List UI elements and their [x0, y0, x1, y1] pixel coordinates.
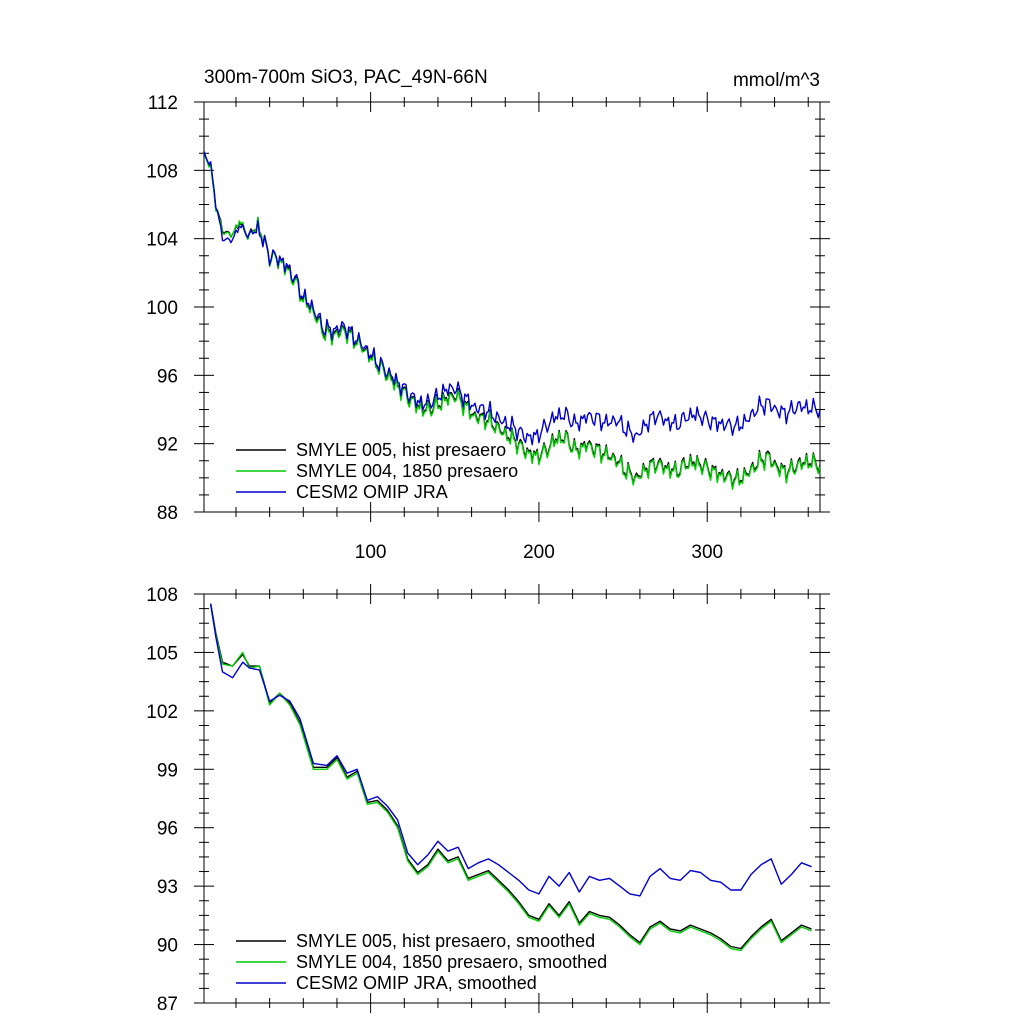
- legend-label-2: SMYLE 004, 1850 presaero: [296, 461, 518, 481]
- legend-label-3: CESM2 OMIP JRA, smoothed: [296, 973, 537, 993]
- series-line-3: [210, 603, 812, 897]
- y-tick-label: 87: [157, 994, 178, 1015]
- y-tick-label: 112: [148, 93, 178, 114]
- legend-label-2: SMYLE 004, 1850 presaero, smoothed: [296, 952, 607, 972]
- y-tick-label: 92: [157, 435, 178, 456]
- series-line-3: [204, 151, 820, 446]
- chart-title: 300m-700m SiO3, PAC_49N-66N: [204, 67, 488, 88]
- legend-label-1: SMYLE 005, hist presaero, smoothed: [296, 931, 595, 951]
- chart-panel-2: 87 90 93 96 99 102 105 108 SMYLE 005, hist presa…: [146, 584, 830, 1015]
- y-tick-label: 96: [157, 366, 178, 387]
- chart-panel-1: 88 92 96 100 104 108 112 100 200 300 300m-700m SiO…: [146, 67, 830, 563]
- y-tick-label: 108: [146, 161, 178, 182]
- y-tick-label: 90: [157, 936, 178, 957]
- y-tick-label: 100: [146, 298, 178, 319]
- x-tick-label: 300: [691, 542, 723, 563]
- x-tick-label: 200: [523, 542, 555, 563]
- series-line-1: [204, 151, 820, 489]
- y-tick-label: 105: [146, 643, 178, 664]
- y-tick-label: 99: [157, 760, 178, 781]
- y-tick-label: 108: [146, 585, 178, 606]
- units-label: mmol/m^3: [733, 70, 820, 91]
- y-tick-label: 96: [157, 819, 178, 840]
- y-tick-label: 102: [146, 702, 178, 723]
- y-tick-label: 88: [157, 503, 178, 524]
- legend-label-1: SMYLE 005, hist presaero: [296, 440, 506, 460]
- legend-label-3: CESM2 OMIP JRA: [296, 482, 448, 502]
- series-line-2: [210, 605, 812, 952]
- x-tick-label: 100: [355, 542, 387, 563]
- y-tick-label: 104: [146, 230, 178, 251]
- series-line-1: [210, 603, 812, 950]
- y-tick-label: 93: [157, 877, 178, 898]
- series-line-2: [204, 151, 820, 490]
